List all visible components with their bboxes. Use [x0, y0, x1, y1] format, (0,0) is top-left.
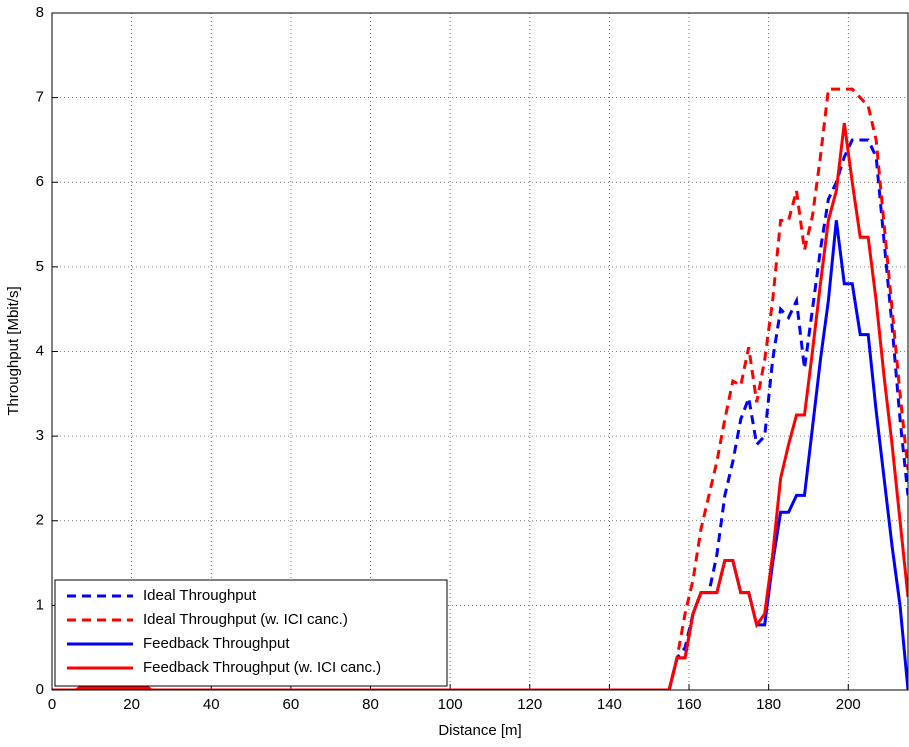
series-line: [52, 138, 908, 690]
y-tick-label: 6: [36, 173, 44, 190]
x-tick-label: 180: [756, 696, 781, 713]
x-tick-label: 40: [203, 696, 220, 713]
legend-label: Feedback Throughput (w. ICI canc.): [143, 659, 381, 676]
y-tick-label: 3: [36, 427, 44, 444]
x-tick-label: 120: [517, 696, 542, 713]
plot-lines: [52, 87, 908, 690]
x-tick-label: 100: [438, 696, 463, 713]
y-tick-label: 4: [36, 342, 44, 359]
legend-label: Ideal Throughput: [143, 587, 257, 604]
y-tick-label: 2: [36, 512, 44, 529]
x-tick-label: 60: [283, 696, 300, 713]
y-tick-label: 5: [36, 258, 44, 275]
y-tick-label: 1: [36, 596, 44, 613]
series-line: [52, 122, 908, 690]
x-tick-label: 160: [677, 696, 702, 713]
x-tick-label: 20: [123, 696, 140, 713]
y-tick-label: 7: [36, 89, 44, 106]
y-axis-label: Throughput [Mbit/s]: [5, 286, 22, 415]
x-tick-label: 200: [836, 696, 861, 713]
y-tick-label: 8: [36, 4, 44, 21]
x-tick-label: 140: [597, 696, 622, 713]
plot-frame: [51, 12, 909, 691]
legend-label: Feedback Throughput: [143, 635, 290, 652]
legend-label: Ideal Throughput (w. ICI canc.): [143, 611, 348, 628]
x-tick-label: 0: [48, 696, 56, 713]
x-axis-label: Distance [m]: [438, 722, 521, 739]
x-tick-label: 80: [362, 696, 379, 713]
y-tick-label: 0: [36, 681, 44, 698]
